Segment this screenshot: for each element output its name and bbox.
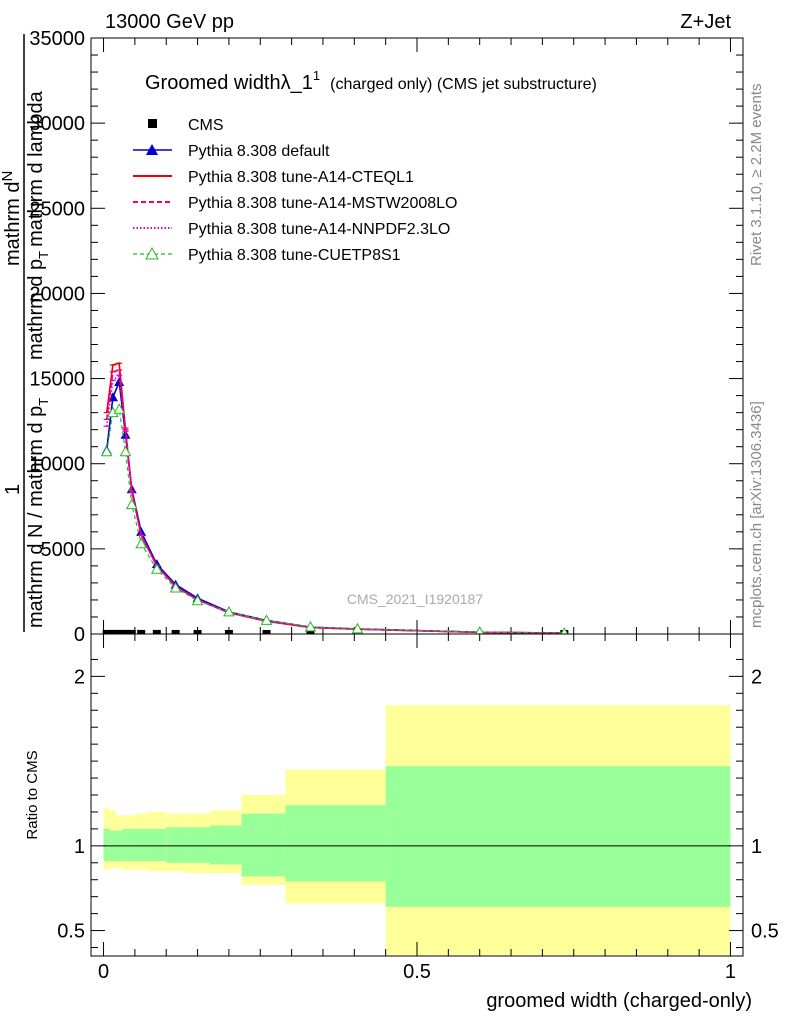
series-5-marker: [150, 563, 163, 574]
main-y-ticks: 0 5000 10000 15000 20000 25000 30000 35000: [29, 28, 743, 646]
ratio-y-tick-label-right: 1: [751, 836, 762, 858]
ylabel-frac-den: mathrm d N / mathrm d p: [25, 406, 47, 628]
series-5-marker: [113, 403, 126, 414]
y-tick-label: 35000: [29, 28, 85, 50]
x-tick-label: 0.5: [403, 961, 431, 983]
ratio-panel: 0.5 0.51 12 2 0 0.5 1 Ratio to CMS groomed wi…: [24, 633, 779, 1012]
svg-text:mathrm d N / mathrm d pT: mathrm d N / mathrm d pT: [25, 398, 51, 628]
ratio-x-ticks: 0 0.5 1: [98, 634, 736, 983]
legend-label-mstw: Pythia 8.308 tune-A14-MSTW2008LO: [188, 195, 457, 212]
y-tick-label: 10000: [29, 454, 85, 476]
series-5-marker: [304, 620, 317, 632]
ratio-band-green: [147, 828, 167, 862]
svg-text:Groomed widthλ_11(charged only: Groomed widthλ_11 (charged only) (CMS jet…: [145, 68, 597, 94]
energy-label: 13000 GeV pp: [105, 11, 234, 33]
title-sup: 1: [313, 68, 320, 83]
ratio-y-tick-label-right: 0.5: [751, 921, 779, 943]
title-lambda: λ_1: [281, 72, 313, 94]
main-panel: 0 5000 10000 15000 20000 25000 30000 35000 CMS_…: [0, 28, 744, 646]
ratio-band-green: [241, 813, 286, 877]
ratio-y-tick-label: 1: [74, 836, 85, 858]
y-tick-label: 5000: [41, 539, 86, 561]
main-plot-frame: [90, 37, 744, 635]
ratio-band-green: [285, 805, 386, 882]
legend-item-cuetp8s1: Pythia 8.308 tune-CUETP8S1: [133, 246, 401, 264]
process-label: Z+Jet: [680, 11, 731, 33]
legend-label-cteql1: Pythia 8.308 tune-A14-CTEQL1: [188, 169, 414, 186]
series-5-marker: [260, 614, 273, 625]
series-5-marker: [169, 581, 182, 593]
series-5-marker: [135, 537, 148, 549]
series-5-marker: [119, 445, 132, 457]
series-4-line: [105, 373, 565, 634]
ratio-band-green: [385, 766, 731, 907]
ratio-band-green: [185, 827, 211, 863]
legend-item-default: Pythia 8.308 default: [133, 143, 330, 160]
ratio-y-tick-label-right: 2: [751, 666, 762, 688]
ratio-band-green: [103, 828, 110, 862]
rivet-label: Rivet 3.1.10, ≥ 2.2M events: [748, 84, 765, 267]
ylabel-t-1: T: [36, 398, 51, 406]
y-tick-label: 20000: [29, 283, 85, 305]
title-suffix: (charged only) (CMS jet substructure): [330, 76, 597, 93]
legend-label-cuetp8s1: Pythia 8.308 tune-CUETP8S1: [188, 247, 401, 264]
series-1-marker: [107, 392, 118, 402]
series-5-marker: [223, 605, 235, 617]
ratio-band-green: [122, 828, 135, 862]
ylabel-line2b: mathrm d lambda: [25, 90, 47, 246]
legend-label-cms: CMS: [188, 117, 224, 134]
legend: CMS Pythia 8.308 default Pythia 8.308 tu…: [133, 117, 457, 264]
mcplots-label: mcplots.cern.ch [arXiv:1306.3436]: [748, 401, 765, 628]
legend-item-cms: CMS: [148, 117, 224, 134]
ratio-y-axis-label: Ratio to CMS: [24, 750, 41, 839]
plot-title: Groomed widthλ_11 (charged only) (CMS jet…: [145, 68, 597, 94]
ratio-y-tick-label: 0.5: [57, 921, 85, 943]
main-y-axis-label: 1 mathrm d N / mathrm d pT mathrm dN mat…: [0, 34, 51, 632]
ratio-y-ticks: 0.5 0.5 1 1 2 2: [57, 658, 779, 949]
watermark: CMS_2021_I1920187: [347, 591, 483, 607]
ratio-bands: [103, 705, 731, 955]
y-tick-label: 25000: [29, 198, 85, 220]
legend-item-mstw: Pythia 8.308 tune-A14-MSTW2008LO: [133, 195, 457, 212]
legend-item-nnpdf: Pythia 8.308 tune-A14-NNPDF2.3LO: [133, 221, 450, 238]
ylabel-line1: mathrm dN: [0, 171, 24, 266]
ratio-band-green: [210, 825, 242, 865]
ylabel-line2: mathrm d p: [25, 259, 47, 360]
x-axis-label: groomed width (charged-only): [486, 990, 752, 1012]
y-tick-label: 15000: [29, 369, 85, 391]
y-tick-label: 0: [74, 624, 85, 646]
svg-text:mathrm d pTmathrm d lambda: mathrm d pTmathrm d lambda: [25, 90, 51, 360]
legend-label-nnpdf: Pythia 8.308 tune-A14-NNPDF2.3LO: [188, 221, 450, 238]
legend-item-cteql1: Pythia 8.308 tune-A14-CTEQL1: [133, 169, 414, 186]
ylabel-mathrm-d: mathrm d: [2, 182, 24, 266]
series-5-marker: [100, 445, 113, 457]
ylabel-frac-num: 1: [2, 484, 24, 495]
series-5-marker: [125, 498, 138, 510]
ylabel-n: N: [0, 171, 16, 182]
y-tick-label: 30000: [29, 113, 85, 135]
ratio-y-tick-label: 2: [74, 666, 85, 688]
legend-label-default: Pythia 8.308 default: [188, 143, 330, 160]
title-main: Groomed width: [145, 72, 281, 94]
series-5-marker: [191, 594, 204, 606]
x-tick-label: 1: [725, 961, 736, 983]
ratio-band-green: [134, 828, 148, 862]
series-5-marker: [351, 622, 364, 634]
ylabel-t-2: T: [36, 251, 51, 259]
x-tick-label: 0: [98, 961, 109, 983]
ratio-band-green: [166, 827, 186, 863]
